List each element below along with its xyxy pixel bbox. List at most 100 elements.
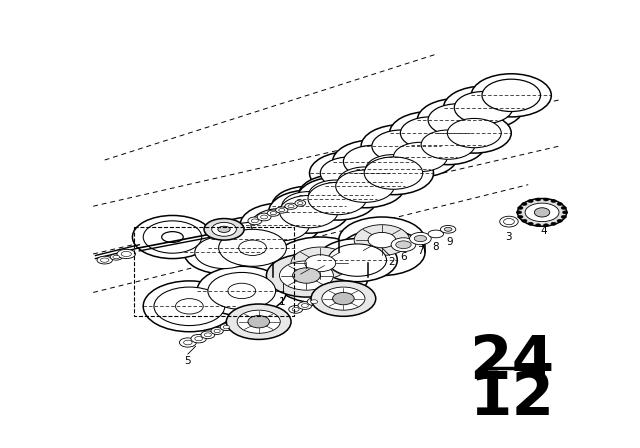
Ellipse shape — [175, 299, 204, 314]
Ellipse shape — [273, 251, 368, 303]
Ellipse shape — [356, 149, 429, 189]
Ellipse shape — [383, 137, 458, 177]
Text: 8: 8 — [433, 241, 439, 252]
Ellipse shape — [208, 223, 297, 272]
Ellipse shape — [551, 222, 556, 225]
Ellipse shape — [344, 146, 402, 178]
Ellipse shape — [201, 331, 215, 339]
Ellipse shape — [307, 298, 321, 306]
Ellipse shape — [364, 157, 422, 190]
Ellipse shape — [143, 221, 202, 253]
Ellipse shape — [428, 230, 444, 238]
Ellipse shape — [276, 207, 288, 213]
Ellipse shape — [522, 202, 527, 206]
Ellipse shape — [333, 293, 354, 305]
Ellipse shape — [543, 224, 548, 227]
Ellipse shape — [289, 306, 303, 313]
Ellipse shape — [528, 222, 533, 225]
Ellipse shape — [113, 255, 120, 259]
Ellipse shape — [211, 217, 291, 260]
Ellipse shape — [354, 225, 410, 255]
Text: 24: 24 — [468, 332, 554, 392]
Ellipse shape — [228, 283, 255, 299]
Ellipse shape — [288, 205, 294, 208]
Ellipse shape — [428, 104, 486, 136]
Ellipse shape — [563, 211, 568, 214]
Ellipse shape — [291, 247, 349, 280]
Ellipse shape — [282, 192, 336, 221]
Ellipse shape — [184, 340, 192, 345]
Ellipse shape — [310, 300, 317, 304]
Bar — [134, 227, 294, 315]
Ellipse shape — [214, 329, 220, 333]
Ellipse shape — [280, 195, 338, 228]
Ellipse shape — [298, 302, 312, 310]
Ellipse shape — [280, 261, 333, 290]
Ellipse shape — [292, 307, 299, 311]
Ellipse shape — [218, 226, 230, 233]
Ellipse shape — [528, 199, 533, 202]
Ellipse shape — [516, 211, 522, 214]
Ellipse shape — [353, 151, 433, 195]
Ellipse shape — [561, 215, 566, 218]
Ellipse shape — [339, 217, 425, 263]
Ellipse shape — [195, 336, 202, 341]
Ellipse shape — [308, 182, 367, 215]
Ellipse shape — [97, 256, 113, 264]
Ellipse shape — [336, 170, 394, 202]
Ellipse shape — [266, 254, 346, 297]
Ellipse shape — [437, 113, 511, 153]
Ellipse shape — [252, 219, 259, 223]
Ellipse shape — [121, 251, 131, 257]
Ellipse shape — [227, 304, 291, 340]
Ellipse shape — [270, 211, 276, 215]
Ellipse shape — [535, 198, 541, 201]
Ellipse shape — [500, 216, 518, 227]
Ellipse shape — [239, 240, 266, 255]
Ellipse shape — [299, 175, 372, 215]
Ellipse shape — [208, 272, 276, 310]
Ellipse shape — [267, 210, 280, 216]
Ellipse shape — [240, 203, 320, 246]
Ellipse shape — [223, 325, 230, 329]
Ellipse shape — [394, 142, 447, 172]
Ellipse shape — [535, 224, 541, 227]
Ellipse shape — [361, 125, 441, 168]
Ellipse shape — [221, 222, 280, 255]
Ellipse shape — [260, 215, 268, 219]
Ellipse shape — [417, 99, 497, 142]
Ellipse shape — [320, 157, 379, 190]
Ellipse shape — [557, 202, 563, 206]
Ellipse shape — [561, 207, 566, 210]
Ellipse shape — [279, 208, 285, 211]
Ellipse shape — [273, 237, 368, 289]
Ellipse shape — [401, 117, 459, 149]
Ellipse shape — [184, 231, 264, 274]
Ellipse shape — [251, 208, 310, 241]
Ellipse shape — [372, 130, 431, 162]
Ellipse shape — [204, 219, 244, 240]
Ellipse shape — [517, 198, 566, 226]
Ellipse shape — [551, 199, 556, 202]
Ellipse shape — [504, 219, 515, 225]
Ellipse shape — [305, 255, 336, 271]
Ellipse shape — [143, 281, 236, 332]
Ellipse shape — [444, 228, 452, 231]
Ellipse shape — [248, 217, 262, 225]
Ellipse shape — [454, 91, 513, 124]
Ellipse shape — [482, 79, 541, 112]
Ellipse shape — [534, 208, 550, 217]
Ellipse shape — [322, 287, 365, 310]
Ellipse shape — [338, 167, 392, 196]
Ellipse shape — [301, 304, 308, 307]
Ellipse shape — [297, 177, 378, 220]
Ellipse shape — [269, 190, 349, 233]
Ellipse shape — [368, 233, 396, 248]
Ellipse shape — [292, 268, 320, 283]
Ellipse shape — [421, 130, 475, 159]
Text: 5: 5 — [184, 356, 191, 366]
Ellipse shape — [518, 207, 523, 210]
Ellipse shape — [310, 151, 390, 195]
Ellipse shape — [440, 225, 456, 233]
Ellipse shape — [410, 233, 431, 245]
